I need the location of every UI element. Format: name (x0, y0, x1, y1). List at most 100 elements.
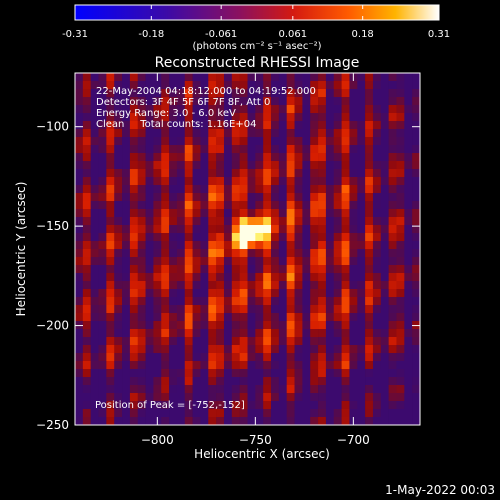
heatmap-cell (98, 281, 107, 290)
heatmap-cell (176, 249, 186, 258)
heatmap-cell (176, 161, 186, 170)
heatmap-cell (341, 385, 350, 394)
heatmap-cell (294, 201, 303, 210)
heatmap-cell (412, 185, 421, 194)
heatmap-cell (310, 81, 319, 90)
heatmap-cell (161, 281, 170, 290)
heatmap-cell (302, 105, 311, 114)
heatmap-cell (129, 257, 139, 266)
heatmap-cell (302, 137, 311, 146)
heatmap-cell (302, 185, 311, 194)
heatmap-cell (286, 153, 295, 162)
heatmap-cell (388, 121, 397, 130)
heatmap-cell (271, 249, 280, 258)
heatmap-cell (75, 345, 84, 354)
heatmap-cell (263, 201, 272, 210)
heatmap-cell (200, 369, 209, 378)
heatmap-cell (247, 89, 256, 98)
heatmap-cell (82, 361, 91, 370)
heatmap-cell (223, 401, 233, 410)
heatmap-cell (98, 177, 107, 186)
heatmap-cell (357, 161, 366, 170)
heatmap-cell (239, 161, 248, 170)
heatmap-cell (372, 185, 382, 194)
heatmap-cell (98, 161, 107, 170)
heatmap-cell (388, 137, 397, 146)
heatmap-cell (192, 345, 201, 354)
chart-title: Reconstructed RHESSI Image (155, 55, 360, 71)
heatmap-cell (372, 313, 382, 322)
heatmap-cell (255, 217, 264, 226)
heatmap-cell (286, 177, 295, 186)
heatmap-cell (247, 137, 256, 146)
heatmap-cell (114, 89, 123, 98)
heatmap-cell (278, 393, 287, 402)
heatmap-cell (145, 249, 154, 258)
heatmap-cell (365, 81, 374, 90)
heatmap-cell (372, 89, 382, 98)
heatmap-cell (310, 313, 319, 322)
heatmap-cell (82, 409, 91, 418)
heatmap-cell (388, 265, 397, 274)
heatmap-cell (216, 225, 225, 234)
heatmap-cell (341, 313, 350, 322)
heatmap-cell (325, 409, 335, 418)
heatmap-cell (231, 153, 240, 162)
heatmap-cell (271, 145, 280, 154)
heatmap-cell (231, 417, 240, 426)
heatmap-cell (145, 145, 154, 154)
heatmap-cell (122, 297, 131, 306)
heatmap-cell (145, 321, 154, 330)
heatmap-cell (114, 273, 123, 282)
heatmap-cell (396, 121, 405, 130)
heatmap-cell (137, 369, 146, 378)
heatmap-cell (145, 241, 154, 250)
heatmap-cell (325, 137, 335, 146)
heatmap-cell (106, 145, 115, 154)
heatmap-cell (302, 337, 311, 346)
heatmap-cell (412, 113, 421, 122)
heatmap-cell (365, 329, 374, 338)
heatmap-cell (357, 129, 366, 138)
heatmap-cell (216, 169, 225, 178)
heatmap-cell (412, 329, 421, 338)
heatmap-cell (153, 345, 162, 354)
heatmap-cell (357, 393, 366, 402)
heatmap-cell (247, 153, 256, 162)
heatmap-cell (122, 161, 131, 170)
heatmap-cell (271, 409, 280, 418)
heatmap-cell (380, 225, 389, 234)
heatmap-cell (302, 377, 311, 386)
heatmap-cell (294, 233, 303, 242)
heatmap-cell (184, 369, 193, 378)
heatmap-cell (176, 129, 186, 138)
heatmap-cell (263, 401, 272, 410)
heatmap-cell (75, 153, 84, 162)
heatmap-cell (365, 89, 374, 98)
heatmap-cell (318, 201, 327, 210)
heatmap-cell (114, 289, 123, 298)
heatmap-cell (341, 257, 350, 266)
heatmap-cell (388, 321, 397, 330)
heatmap-cell (286, 401, 295, 410)
heatmap-cell (161, 393, 170, 402)
x-axis-label: Heliocentric X (arcsec) (194, 447, 330, 461)
heatmap-cell (200, 201, 209, 210)
heatmap-cell (122, 361, 131, 370)
heatmap-cell (122, 321, 131, 330)
heatmap-cell (153, 305, 162, 314)
heatmap-cell (388, 185, 397, 194)
heatmap-cell (114, 313, 123, 322)
heatmap-cell (341, 129, 350, 138)
heatmap-cell (208, 345, 217, 354)
heatmap-cell (341, 145, 350, 154)
heatmap-cell (114, 201, 123, 210)
heatmap-cell (145, 329, 154, 338)
heatmap-cell (263, 129, 272, 138)
heatmap-cell (114, 385, 123, 394)
heatmap-cell (231, 241, 240, 250)
heatmap-cell (404, 385, 413, 394)
heatmap-cell (310, 185, 319, 194)
heatmap-cell (365, 177, 374, 186)
heatmap-cell (365, 369, 374, 378)
